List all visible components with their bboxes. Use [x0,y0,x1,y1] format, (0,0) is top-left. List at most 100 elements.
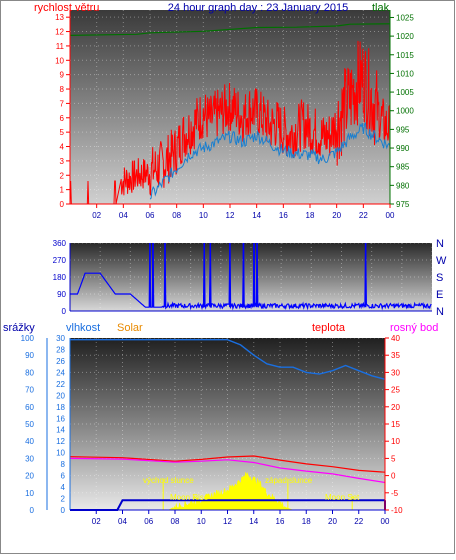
humidity-tick-label: 20 [25,472,34,481]
inner-tick-label: 18 [56,403,65,412]
inner-tick-label: 16 [56,414,65,423]
x-tick-label: 22 [354,517,363,526]
temperature-tick-label: 10 [391,437,400,446]
temperature-tick-label: 0 [391,472,396,481]
y-tick-label: 270 [53,256,67,265]
x-tick-label: 08 [172,211,181,220]
y-tick-label: 6 [60,114,65,123]
inner-tick-label: 22 [56,380,65,389]
x-tick-label: 00 [386,211,395,220]
y-tick-label: 8 [60,85,65,94]
y-right-tick-label: 980 [396,181,410,190]
pressure-label: tlak [372,2,390,14]
inner-tick-label: 8 [61,460,66,469]
x-tick-label: 16 [279,211,288,220]
temperature-tick-label: 30 [391,368,400,377]
x-tick-label: 20 [332,211,341,220]
humidity-tick-label: 100 [21,334,35,343]
x-tick-label: 10 [199,211,208,220]
x-tick-label: 14 [249,517,258,526]
temperature-tick-label: -5 [391,489,399,498]
humidity-label: vlhkost [66,322,100,334]
y-right-tick-label: 1010 [396,69,414,78]
x-tick-label: 08 [171,517,180,526]
inner-tick-label: 28 [56,345,65,354]
x-tick-label: 04 [119,211,128,220]
temperature-tick-label: 20 [391,403,400,412]
wind-direction-line [70,242,432,311]
y-tick-label: 7 [60,99,65,108]
humidity-tick-label: 90 [25,351,34,360]
temperature-tick-label: 25 [391,386,400,395]
humidity-line [70,339,386,380]
humidity-tick-label: 40 [25,437,34,446]
y-right-tick-label: 1000 [396,107,414,116]
inner-tick-label: 24 [56,368,65,377]
y-tick-label: 180 [53,273,67,282]
moon-set-annotation: Moon Set [325,493,360,502]
x-tick-label: 18 [302,517,311,526]
panel3-background [70,338,385,510]
inner-tick-label: 0 [61,506,66,515]
y-tick-label: 5 [60,128,65,137]
compass-label: E [436,289,443,301]
solar-label: Solar [117,322,143,334]
temperature-line [69,455,386,473]
wind-speed-label: rychlost větru [34,2,99,14]
compass-label: N [436,238,444,250]
inner-tick-label: 12 [56,437,65,446]
y-tick-label: 11 [56,42,65,51]
x-tick-label: 02 [92,211,101,220]
inner-tick-label: 10 [56,449,65,458]
y-tick-label: 9 [60,71,65,80]
y-tick-label: 13 [55,13,64,22]
y-right-tick-label: 1025 [396,13,414,22]
temperature-tick-label: 35 [391,351,400,360]
inner-tick-label: 2 [61,495,66,504]
inner-tick-label: 26 [56,357,65,366]
temperature-label: teplota [312,322,346,334]
humidity-tick-label: 30 [25,454,34,463]
y-tick-label: 2 [60,171,65,180]
humidity-tick-label: 70 [25,386,34,395]
y-right-tick-label: 1020 [396,32,414,41]
x-tick-label: 12 [226,211,235,220]
x-tick-label: 12 [223,517,232,526]
y-right-tick-label: 990 [396,144,410,153]
humidity-tick-label: 10 [25,489,34,498]
x-tick-label: 00 [381,517,390,526]
compass-label: N [436,306,444,318]
temperature-tick-label: 40 [391,334,400,343]
x-tick-label: 20 [328,517,337,526]
y-right-tick-label: 1015 [396,51,414,60]
y-tick-label: 12 [55,28,64,37]
y-tick-label: 3 [60,157,65,166]
y-right-tick-label: 1005 [396,88,414,97]
x-tick-label: 06 [146,211,155,220]
dew-point-line [69,457,386,484]
y-tick-label: 360 [53,239,67,248]
inner-tick-label: 4 [61,483,66,492]
x-tick-label: 18 [306,211,315,220]
temperature-tick-label: 5 [391,454,396,463]
temperature-tick-label: 15 [391,420,400,429]
dew-point-label: rosný bod [390,322,438,334]
moon-rise-annotation: Moon Rise [170,493,209,502]
panel2-background [70,243,432,311]
y-right-tick-label: 995 [396,125,410,134]
x-tick-label: 16 [276,517,285,526]
x-tick-label: 14 [252,211,261,220]
wind-speed-line [69,40,391,205]
compass-label: S [436,272,443,284]
inner-tick-label: 14 [56,426,65,435]
sunrise-annotation: východ slunce [143,476,194,485]
humidity-tick-label: 50 [25,420,34,429]
x-tick-label: 06 [144,517,153,526]
humidity-tick-label: 60 [25,403,34,412]
y-tick-label: 4 [60,143,65,152]
y-tick-label: 0 [62,307,67,316]
chart-title: 24 hour graph day : 23 January 2015 [168,2,348,14]
y-tick-label: 90 [57,290,66,299]
x-tick-label: 10 [197,517,206,526]
